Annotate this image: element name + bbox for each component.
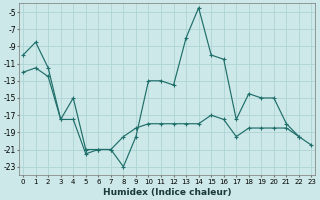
X-axis label: Humidex (Indice chaleur): Humidex (Indice chaleur) [103,188,232,197]
